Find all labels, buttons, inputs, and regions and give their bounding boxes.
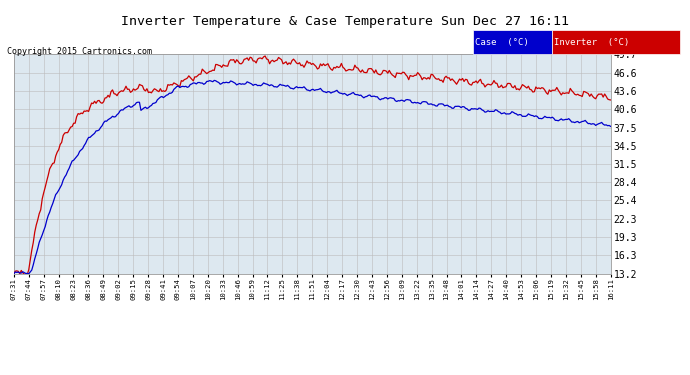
Text: Case  (°C): Case (°C) [475,38,529,46]
Text: Inverter Temperature & Case Temperature Sun Dec 27 16:11: Inverter Temperature & Case Temperature … [121,15,569,28]
Text: Inverter  (°C): Inverter (°C) [554,38,629,46]
Text: Copyright 2015 Cartronics.com: Copyright 2015 Cartronics.com [7,47,152,56]
